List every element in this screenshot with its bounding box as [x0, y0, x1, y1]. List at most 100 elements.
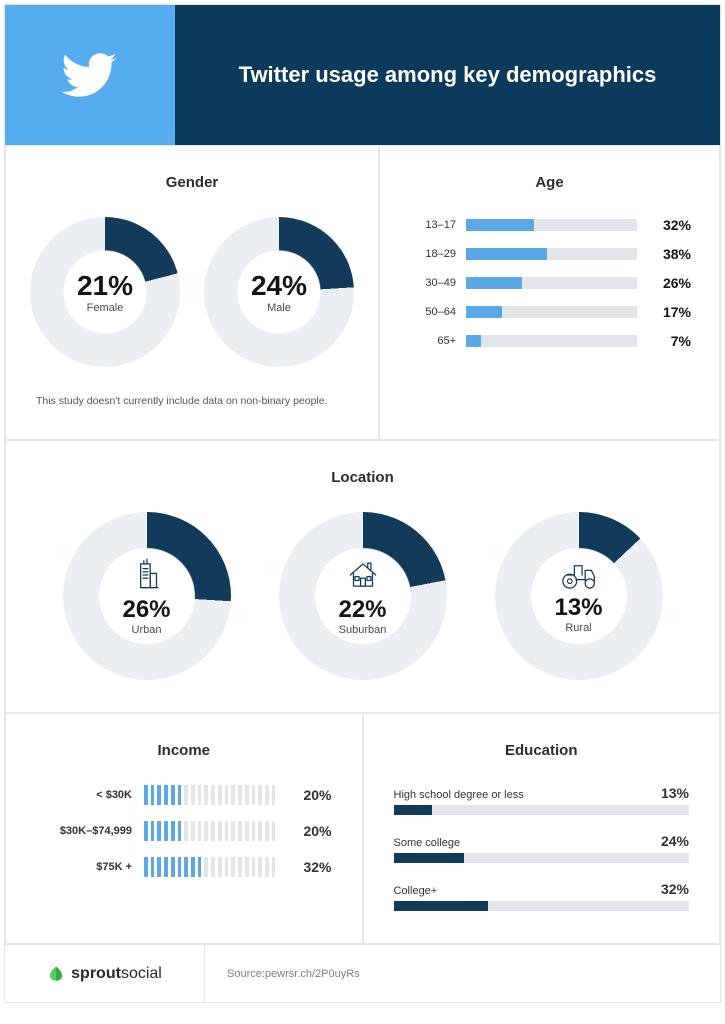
- age-bars: 13–1732% 18–29 38% 30–49 26% 50–64 17% 65+ 7%: [404, 217, 695, 349]
- brand-strong: sprout: [71, 965, 121, 982]
- donut-label: Male: [267, 302, 291, 314]
- age-bar-value: 26%: [647, 275, 691, 291]
- age-bar-row: 18–29 38%: [408, 246, 691, 262]
- income-seg: [225, 785, 229, 805]
- income-seg: [144, 857, 148, 877]
- location-title: Location: [30, 469, 695, 486]
- income-bar-label: $30K–$74,999: [36, 825, 132, 837]
- donut-value: 26%: [122, 596, 170, 624]
- age-bar-track: [466, 277, 637, 289]
- income-seg: [204, 785, 208, 805]
- income-seg: [231, 857, 235, 877]
- age-bar-label: 65+: [408, 335, 456, 347]
- education-bar-value: 32%: [661, 881, 689, 897]
- donut: 24%Male: [204, 217, 354, 367]
- building-icon: [128, 556, 166, 594]
- education-bar-fill: [394, 853, 465, 863]
- age-bar-row: 65+ 7%: [408, 333, 691, 349]
- donut: 13%Rural: [495, 512, 663, 680]
- income-seg: [164, 785, 168, 805]
- income-seg: [211, 857, 215, 877]
- income-seg: [178, 821, 182, 841]
- income-segs: [144, 821, 276, 841]
- income-bar-value: 20%: [288, 823, 332, 839]
- source-text: pewrsr.ch/2P0uyRs: [265, 968, 360, 980]
- income-seg: [198, 821, 202, 841]
- donut-label: Urban: [132, 624, 162, 636]
- income-seg: [272, 785, 276, 805]
- income-seg: [252, 785, 256, 805]
- income-seg: [245, 821, 249, 841]
- income-seg: [211, 785, 215, 805]
- leaf-icon: [47, 965, 65, 983]
- income-bar-value: 32%: [288, 859, 332, 875]
- income-seg: [171, 821, 175, 841]
- source-prefix: Source:: [227, 968, 265, 980]
- income-seg: [144, 821, 148, 841]
- header-icon-box: [5, 5, 175, 145]
- gender-title: Gender: [30, 174, 354, 191]
- donut-value: 24%: [251, 270, 307, 302]
- income-seg: [198, 785, 202, 805]
- income-seg: [265, 857, 269, 877]
- age-bar-track: [466, 219, 637, 231]
- age-bar-value: 32%: [647, 217, 691, 233]
- footer: sproutsocial Source: pewrsr.ch/2P0uyRs: [5, 944, 720, 1002]
- infographic-root: Twitter usage among key demographics Gen…: [4, 4, 721, 1003]
- location-donuts: 26%Urban 22%Suburban 13%Rural: [30, 512, 695, 680]
- income-seg: [191, 821, 195, 841]
- age-bar-fill: [466, 335, 481, 347]
- age-bar-track: [466, 248, 637, 260]
- income-seg: [258, 821, 262, 841]
- panel-income: Income < $30K20% $30K–$74,999 20% $75K +32%: [5, 713, 363, 944]
- income-seg: [178, 857, 182, 877]
- education-bar-fill: [394, 901, 489, 911]
- panel-age: Age 13–1732%18–2938%30–4926%50–6417%65+7…: [379, 145, 720, 440]
- header-title: Twitter usage among key demographics: [175, 5, 720, 145]
- income-bars: < $30K20% $30K–$74,999 20% $75K +32%: [30, 785, 338, 877]
- income-seg: [178, 785, 182, 805]
- age-bar-fill: [466, 219, 534, 231]
- age-bar-fill: [466, 306, 502, 318]
- age-bar-value: 38%: [647, 246, 691, 262]
- income-title: Income: [30, 742, 338, 759]
- age-bar-label: 30–49: [408, 277, 456, 289]
- income-seg: [238, 785, 242, 805]
- income-seg: [272, 857, 276, 877]
- age-bar-fill: [466, 277, 522, 289]
- income-bar-row: < $30K20%: [36, 785, 332, 805]
- education-bar-row: High school degree or less13%: [394, 785, 690, 815]
- education-bar-track: [394, 805, 690, 815]
- income-segs: [144, 785, 276, 805]
- income-seg: [245, 785, 249, 805]
- income-bar-row: $75K +32%: [36, 857, 332, 877]
- row-income-education: Income < $30K20% $30K–$74,999 20% $75K +32%…: [5, 713, 720, 944]
- donut-value: 22%: [338, 596, 386, 624]
- income-seg: [204, 857, 208, 877]
- income-seg: [184, 821, 188, 841]
- age-bar-value: 17%: [647, 304, 691, 320]
- header: Twitter usage among key demographics: [5, 5, 720, 145]
- income-seg: [231, 785, 235, 805]
- education-bar-row: Some college24%: [394, 833, 690, 863]
- age-bar-row: 13–1732%: [408, 217, 691, 233]
- brand-light: social: [121, 965, 162, 982]
- panel-gender: Gender 21%Female24%Male This study doesn…: [5, 145, 379, 440]
- income-seg: [218, 785, 222, 805]
- donut-label: Suburban: [339, 624, 387, 636]
- footer-source: Source: pewrsr.ch/2P0uyRs: [205, 945, 720, 1002]
- age-bar-row: 30–49 26%: [408, 275, 691, 291]
- income-seg: [157, 821, 161, 841]
- income-seg: [272, 821, 276, 841]
- income-bar-row: $30K–$74,999 20%: [36, 821, 332, 841]
- age-bar-label: 50–64: [408, 306, 456, 318]
- income-seg: [204, 821, 208, 841]
- age-bar-fill: [466, 248, 547, 260]
- education-bar-label: High school degree or less: [394, 789, 524, 801]
- income-seg: [211, 821, 215, 841]
- age-bar-label: 18–29: [408, 248, 456, 260]
- age-bar-row: 50–64 17%: [408, 304, 691, 320]
- income-seg: [252, 857, 256, 877]
- income-segs: [144, 857, 276, 877]
- age-bar-value: 7%: [647, 333, 691, 349]
